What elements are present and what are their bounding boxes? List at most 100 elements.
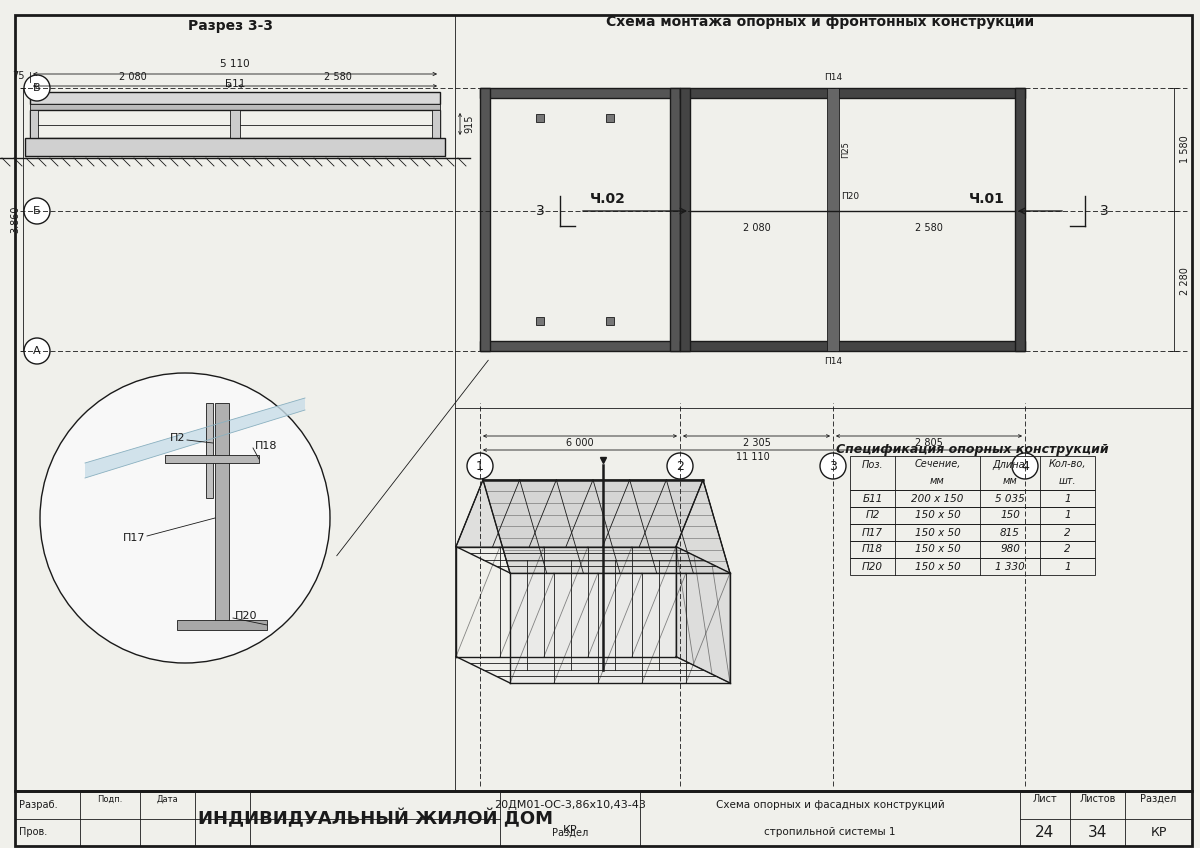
Text: ИНДИВИДУАЛЬНЫЙ ЖИЛОЙ ДОМ: ИНДИВИДУАЛЬНЫЙ ЖИЛОЙ ДОМ [198,809,552,828]
Text: Дата: Дата [157,795,179,804]
Text: 2 580: 2 580 [324,72,352,82]
Text: КР: КР [1151,826,1166,839]
Bar [850,541,1096,558]
Text: шт.: шт. [1058,477,1076,487]
Text: 150 х 50: 150 х 50 [914,527,960,538]
Text: 2 280: 2 280 [1180,267,1190,295]
Text: 1 330: 1 330 [995,561,1025,572]
Text: 5 110: 5 110 [220,59,250,69]
Bar [606,114,614,122]
Text: 2 080: 2 080 [743,223,770,233]
Circle shape [667,453,694,479]
Text: Ч.02: Ч.02 [590,192,626,206]
Text: 150 х 50: 150 х 50 [914,561,960,572]
Text: П17: П17 [862,527,883,538]
Text: П20: П20 [862,561,883,572]
Text: 815: 815 [1000,527,1020,538]
Bar [850,558,1096,575]
Text: А: А [34,346,41,356]
Text: П14: П14 [824,357,842,366]
Circle shape [467,453,493,479]
Bar [606,317,614,325]
Text: П14: П14 [824,73,842,82]
Circle shape [820,453,846,479]
Text: Б11: Б11 [863,494,883,504]
Bar [480,88,680,98]
Bar [178,620,266,630]
Bar [215,403,229,628]
Text: 3.860: 3.860 [10,206,20,233]
Text: П25: П25 [841,141,850,158]
Text: 1: 1 [1064,561,1070,572]
Text: Сечение,: Сечение, [914,460,961,470]
Bar [1015,88,1025,351]
Text: 6 000: 6 000 [566,438,594,448]
Text: 150 х 50: 150 х 50 [914,544,960,555]
Text: Разрез 3-3: Разрез 3-3 [187,19,272,33]
Bar [30,110,440,138]
Text: 75: 75 [12,71,25,81]
Polygon shape [482,480,730,573]
Text: 1 580: 1 580 [1180,136,1190,164]
Text: Листов: Листов [1079,794,1116,804]
Circle shape [24,338,50,364]
Bar [827,88,839,351]
Bar [670,88,680,351]
Text: 3: 3 [536,204,545,218]
Bar [14,791,1192,846]
Text: 2: 2 [1064,544,1070,555]
Text: Кол-во,: Кол-во, [1049,460,1086,470]
Bar [680,88,1025,98]
Bar [30,110,38,138]
Text: 20ДМ01-ОС-3,86х10,43-43: 20ДМ01-ОС-3,86х10,43-43 [494,800,646,810]
Bar [166,455,259,463]
Polygon shape [456,480,703,547]
Text: 11 110: 11 110 [736,452,769,462]
Bar [680,88,690,351]
Bar [536,317,544,325]
Text: 2 805: 2 805 [916,438,943,448]
Text: 2 580: 2 580 [916,223,943,233]
Text: КР: КР [563,825,577,835]
Text: 2: 2 [1064,527,1070,538]
Text: 3: 3 [1100,204,1109,218]
Text: 1: 1 [1064,494,1070,504]
Polygon shape [85,398,305,478]
Text: 200 х 150: 200 х 150 [911,494,964,504]
Text: 34: 34 [1088,825,1108,840]
Text: Лист: Лист [1033,794,1057,804]
Text: 980: 980 [1000,544,1020,555]
Text: Ч.01: Ч.01 [970,192,1006,206]
Polygon shape [510,573,730,683]
Text: 4: 4 [1021,460,1028,472]
Bar [850,507,1096,524]
Text: П18: П18 [256,441,277,451]
Text: Схема опорных и фасадных конструкций: Схема опорных и фасадных конструкций [715,800,944,810]
Text: 3: 3 [829,460,836,472]
Text: мм: мм [1003,477,1018,487]
Text: Раздел: Раздел [1140,794,1177,804]
Text: 1: 1 [476,460,484,472]
Text: П20: П20 [235,611,258,621]
Text: Подп.: Подп. [97,795,122,804]
Bar [850,456,1096,490]
Text: стропильной системы 1: стропильной системы 1 [764,828,895,837]
Bar [850,490,1096,507]
Text: Поз.: Поз. [862,460,883,470]
Bar [30,104,440,110]
Text: Разраб.: Разраб. [19,800,58,810]
Text: 24: 24 [1036,825,1055,840]
Text: П20: П20 [841,192,859,201]
Text: Б: Б [34,206,41,216]
Text: 5 035: 5 035 [995,494,1025,504]
Text: 2 305: 2 305 [743,438,770,448]
Text: 150: 150 [1000,510,1020,521]
Circle shape [24,75,50,101]
Bar [480,88,490,351]
Bar [850,524,1096,541]
Text: 915: 915 [464,114,474,133]
Circle shape [24,198,50,224]
Text: 2 080: 2 080 [119,72,146,82]
Bar [536,114,544,122]
Bar [432,110,440,138]
